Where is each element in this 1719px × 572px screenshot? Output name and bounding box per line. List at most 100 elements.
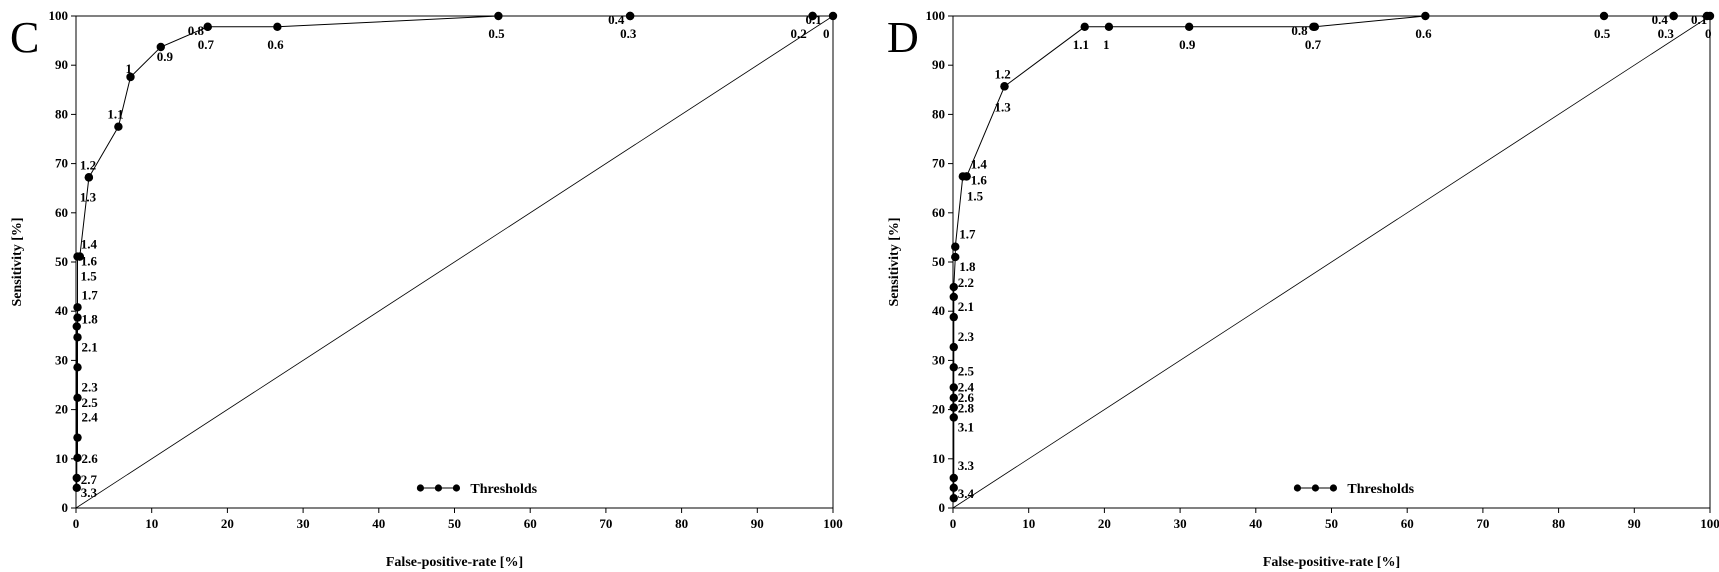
y-tick-label: 90 <box>55 57 68 72</box>
threshold-point <box>951 252 960 262</box>
roc-curve <box>76 15 833 488</box>
legend-marker <box>416 484 425 492</box>
threshold-point <box>949 483 958 493</box>
threshold-point <box>949 403 958 412</box>
legend-label: Thresholds <box>1347 482 1414 497</box>
threshold-point <box>1421 11 1430 21</box>
threshold-label: 0.4 <box>608 12 625 27</box>
threshold-label: 0.3 <box>620 26 637 41</box>
threshold-point <box>73 433 82 442</box>
x-tick-label: 70 <box>1476 516 1489 531</box>
threshold-label: 0.4 <box>1652 12 1669 27</box>
y-tick-label: 100 <box>926 8 946 23</box>
x-tick-label: 20 <box>1098 516 1111 531</box>
threshold-label: 1.8 <box>82 312 99 327</box>
y-tick-label: 80 <box>55 106 68 121</box>
threshold-point <box>951 242 960 251</box>
threshold-label: 1.4 <box>81 237 98 252</box>
threshold-label: 0.9 <box>157 49 174 64</box>
threshold-label: 0.8 <box>1291 23 1308 38</box>
threshold-point <box>73 313 82 322</box>
y-tick-label: 30 <box>932 352 945 367</box>
threshold-point <box>1000 82 1009 91</box>
threshold-label: 2.3 <box>82 379 99 394</box>
threshold-label: 1.5 <box>81 269 98 284</box>
threshold-label: 1.8 <box>959 259 976 274</box>
threshold-point <box>1309 22 1318 32</box>
x-axis-title: False-positive-rate [%] <box>386 555 523 570</box>
threshold-label: 1.3 <box>80 189 97 204</box>
threshold-label: 1.3 <box>994 99 1011 114</box>
threshold-point <box>949 493 958 503</box>
legend-marker <box>1293 484 1302 492</box>
threshold-label: 1.1 <box>1073 37 1089 52</box>
threshold-point <box>949 413 958 422</box>
threshold-point <box>494 11 503 21</box>
threshold-label: 2.3 <box>958 329 975 344</box>
threshold-point <box>114 122 123 131</box>
x-tick-label: 40 <box>372 516 385 531</box>
y-tick-label: 20 <box>55 402 68 417</box>
threshold-label: 1.4 <box>971 156 988 171</box>
threshold-label: 3.1 <box>958 419 974 434</box>
panel-letter: D <box>887 13 919 62</box>
y-tick-label: 60 <box>932 205 945 220</box>
threshold-label: 2.4 <box>958 379 975 394</box>
threshold-point <box>73 393 82 402</box>
threshold-label: 1.5 <box>967 188 984 203</box>
threshold-point <box>1669 11 1678 21</box>
threshold-label: 2.5 <box>82 395 99 410</box>
threshold-label: 1 <box>1103 37 1110 52</box>
threshold-point <box>72 322 81 331</box>
x-tick-label: 60 <box>1401 516 1414 531</box>
threshold-label: 1 <box>126 61 133 76</box>
x-axis-title: False-positive-rate [%] <box>1263 555 1400 570</box>
threshold-label: 1.2 <box>80 157 96 172</box>
threshold-label: 2.6 <box>958 390 975 405</box>
x-tick-label: 30 <box>297 516 310 531</box>
x-tick-label: 100 <box>1700 516 1719 531</box>
threshold-label: 0.2 <box>791 26 807 41</box>
y-tick-label: 50 <box>55 254 68 269</box>
threshold-label: 0 <box>1705 26 1712 41</box>
threshold-point <box>949 292 958 302</box>
threshold-label: 1.7 <box>82 287 99 302</box>
threshold-point <box>75 252 84 261</box>
y-tick-label: 70 <box>55 156 68 171</box>
threshold-label: 0.6 <box>1415 26 1432 41</box>
threshold-label: 1.7 <box>959 227 976 242</box>
threshold-label: 2.5 <box>958 363 975 378</box>
threshold-point <box>1080 22 1089 32</box>
panel-letter: C <box>10 13 39 62</box>
threshold-label: 2.7 <box>81 472 98 487</box>
threshold-label: 3.4 <box>958 486 975 501</box>
y-tick-label: 0 <box>939 500 946 515</box>
threshold-point <box>808 11 817 21</box>
threshold-point <box>73 453 82 463</box>
threshold-point <box>949 342 958 352</box>
x-tick-label: 60 <box>524 516 537 531</box>
x-tick-label: 80 <box>1552 516 1565 531</box>
threshold-point <box>84 173 94 182</box>
x-tick-label: 70 <box>599 516 612 531</box>
y-tick-label: 40 <box>932 303 945 318</box>
threshold-point <box>72 483 81 493</box>
y-tick-label: 40 <box>55 303 68 318</box>
threshold-label: 0.1 <box>1691 12 1707 27</box>
threshold-point <box>949 383 958 392</box>
threshold-point <box>273 22 282 32</box>
threshold-point <box>1702 11 1712 21</box>
threshold-label: 0.6 <box>267 37 284 52</box>
threshold-point <box>949 282 958 292</box>
x-tick-label: 40 <box>1249 516 1262 531</box>
threshold-label: 2.4 <box>82 410 99 425</box>
x-tick-label: 0 <box>73 516 80 531</box>
threshold-point <box>1104 22 1114 32</box>
threshold-label: 2.1 <box>82 339 98 354</box>
threshold-point <box>949 312 958 322</box>
legend-marker <box>1329 484 1338 492</box>
y-tick-label: 10 <box>932 451 945 466</box>
